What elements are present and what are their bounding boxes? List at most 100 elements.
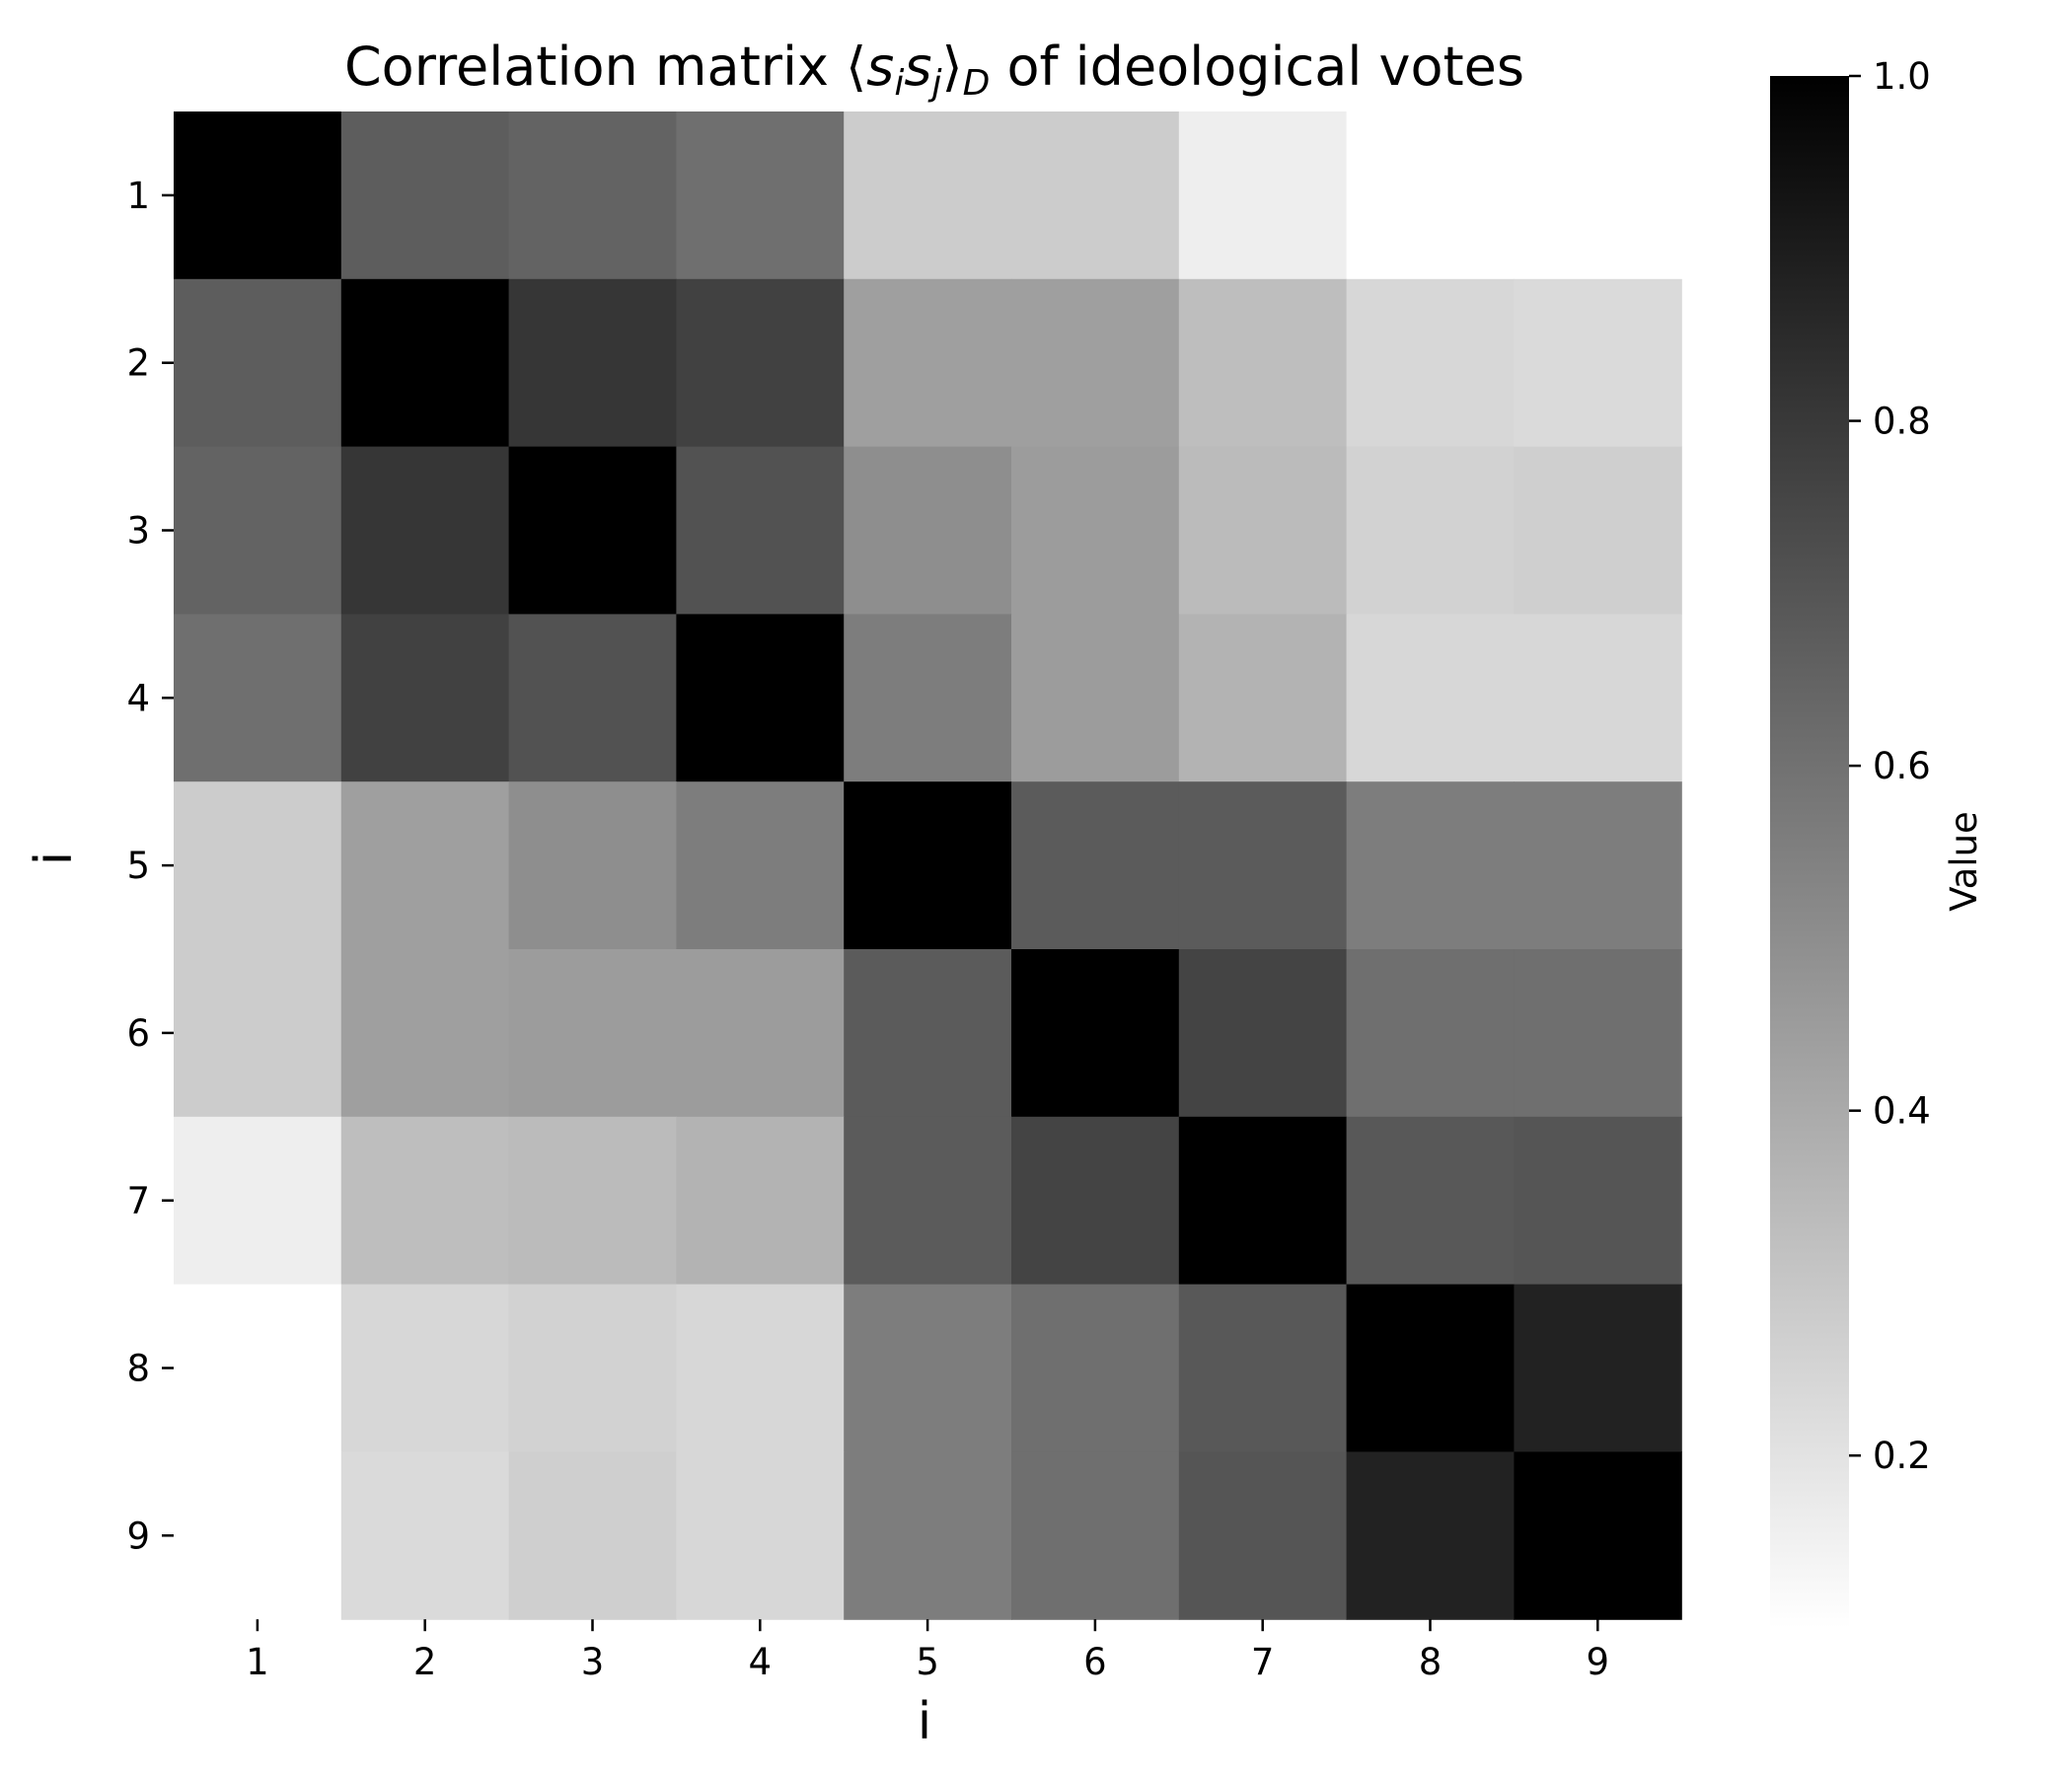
heatmap-cells <box>174 111 1682 1620</box>
heatmap-cell <box>1011 111 1180 280</box>
heatmap-cell <box>508 781 677 950</box>
y-tick-label: 8 <box>126 1348 150 1390</box>
colorbar-tick-label: 0.4 <box>1873 1090 1931 1133</box>
heatmap-cell <box>1346 949 1515 1118</box>
x-tick-label: 8 <box>1419 1641 1443 1683</box>
heatmap-cell <box>1178 949 1348 1118</box>
heatmap-cell <box>676 1451 845 1620</box>
heatmap-cell <box>174 614 342 782</box>
x-tick-label: 7 <box>1251 1641 1275 1683</box>
heatmap-cell <box>676 1284 845 1452</box>
y-tick-label: 4 <box>126 677 150 719</box>
heatmap-cell <box>174 781 342 950</box>
heatmap-cell <box>1514 278 1682 448</box>
heatmap-cell <box>508 278 677 448</box>
heatmap-cell <box>1011 1284 1180 1452</box>
heatmap-cell <box>340 781 510 950</box>
heatmap-cell <box>1011 446 1180 615</box>
heatmap-cell <box>1346 278 1515 448</box>
heatmap-cell <box>1178 614 1348 782</box>
heatmap-cell <box>340 1451 510 1620</box>
y-tick-label: 9 <box>126 1515 150 1557</box>
heatmap-cell <box>1346 1284 1515 1452</box>
colorbar-tick-label: 0.8 <box>1873 401 1931 443</box>
heatmap-cell <box>1178 1284 1348 1452</box>
heatmap-cell <box>1514 111 1682 280</box>
y-tick-label: 1 <box>126 175 150 217</box>
y-tick-label: 7 <box>126 1180 150 1222</box>
colorbar-label: Value <box>1943 811 1985 912</box>
colorbar-tick-label: 1.0 <box>1873 55 1931 98</box>
heatmap-cell <box>1346 614 1515 782</box>
heatmap-cell <box>1346 1451 1515 1620</box>
x-tick-label: 4 <box>749 1641 773 1683</box>
x-tick-label: 1 <box>246 1641 269 1683</box>
heatmap-cell <box>1346 111 1515 280</box>
heatmap-cell <box>508 1116 677 1286</box>
x-axis-ticks: 1 2 3 4 5 6 7 8 9 <box>246 1619 1609 1683</box>
y-axis-label: i <box>25 851 84 865</box>
heatmap-cell <box>844 446 1012 615</box>
heatmap-cell <box>676 278 845 448</box>
x-tick-label: 3 <box>581 1641 605 1683</box>
heatmap-cell <box>340 278 510 448</box>
heatmap-cell <box>1514 1284 1682 1452</box>
x-axis-label: i <box>918 1692 931 1751</box>
heatmap-cell <box>844 278 1012 448</box>
heatmap-cell <box>676 614 845 782</box>
heatmap-cell <box>844 111 1012 280</box>
heatmap-cell <box>844 781 1012 950</box>
heatmap-cell <box>1011 781 1180 950</box>
heatmap-cell <box>1178 1116 1348 1286</box>
heatmap-cell <box>676 446 845 615</box>
heatmap-cell <box>844 1284 1012 1452</box>
colorbar <box>1770 76 1849 1628</box>
heatmap-cell <box>1346 781 1515 950</box>
heatmap-cell <box>1514 446 1682 615</box>
heatmap-cell <box>1178 446 1348 615</box>
heatmap-cell <box>340 111 510 280</box>
chart-title: Correlation matrix ⟨sisj⟩D of ideologica… <box>344 36 1524 104</box>
heatmap-cell <box>174 111 342 280</box>
heatmap-cell <box>174 1451 342 1620</box>
heatmap-cell <box>1178 1451 1348 1620</box>
y-tick-label: 3 <box>126 510 150 553</box>
y-tick-label: 2 <box>126 342 150 385</box>
heatmap-cell <box>1178 781 1348 950</box>
heatmap-cell <box>1178 111 1348 280</box>
heatmap-cell <box>676 781 845 950</box>
colorbar-ticks: 0.2 0.4 0.6 0.8 1.0 <box>1849 55 1931 1477</box>
colorbar-tick-label: 0.2 <box>1873 1435 1931 1477</box>
heatmap-cell <box>174 1284 342 1452</box>
heatmap-cell <box>508 1284 677 1452</box>
heatmap-cell <box>340 1284 510 1452</box>
heatmap-cell <box>844 1116 1012 1286</box>
heatmap-cell <box>1011 949 1180 1118</box>
heatmap-cell <box>174 1116 342 1286</box>
heatmap-cell <box>174 278 342 448</box>
x-tick-label: 9 <box>1587 1641 1610 1683</box>
heatmap-cell <box>1011 614 1180 782</box>
heatmap-cell <box>340 446 510 615</box>
x-tick-label: 2 <box>413 1641 437 1683</box>
heatmap-cell <box>1346 1116 1515 1286</box>
heatmap-cell <box>1011 1116 1180 1286</box>
heatmap-cell <box>508 614 677 782</box>
heatmap-cell <box>1514 781 1682 950</box>
heatmap-cell <box>676 949 845 1118</box>
heatmap-cell <box>174 949 342 1118</box>
heatmap-cell <box>1514 1116 1682 1286</box>
x-tick-label: 5 <box>916 1641 939 1683</box>
heatmap-cell <box>1514 614 1682 782</box>
heatmap-cell <box>844 1451 1012 1620</box>
heatmap-cell <box>508 1451 677 1620</box>
heatmap-cell <box>1011 1451 1180 1620</box>
heatmap-cell <box>508 446 677 615</box>
heatmap-cell <box>1514 949 1682 1118</box>
heatmap-cell <box>1346 446 1515 615</box>
heatmap-cell <box>174 446 342 615</box>
heatmap-cell <box>844 614 1012 782</box>
heatmap-cell <box>508 111 677 280</box>
colorbar-tick-label: 0.6 <box>1873 745 1931 787</box>
